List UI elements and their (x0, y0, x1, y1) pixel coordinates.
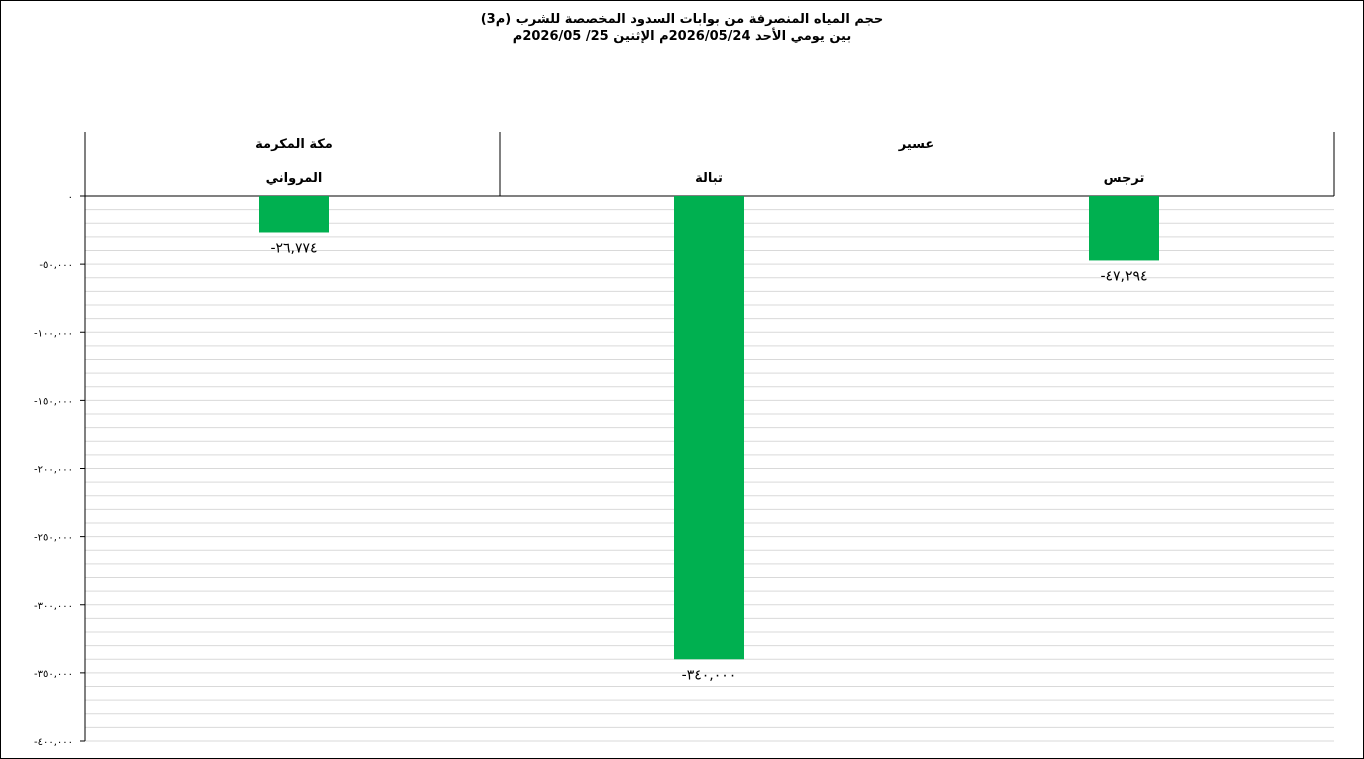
bar (674, 196, 744, 660)
bar (259, 196, 329, 233)
y-tick-label: -١٠٠,٠٠٠ (34, 328, 73, 339)
bars (259, 196, 1159, 660)
chart-title: حجم المياه المنصرفة من بوابات السدود الم… (480, 12, 884, 27)
chart-subtitle: بين يومي الأحد 2026/05/24م الإثنين 25/ 2… (512, 29, 852, 44)
category-label: ترجس (1104, 171, 1145, 186)
y-tick-label: -١٥٠,٠٠٠ (34, 396, 73, 407)
y-tick-label: -٣٥٠,٠٠٠ (34, 669, 73, 680)
region-label: عسير (898, 137, 935, 152)
category-header: مكة المكرمة عسير المرواني تبالة ترجس (255, 132, 1335, 196)
category-label: المرواني (266, 171, 323, 186)
data-label: -٤٧,٢٩٤ (1100, 268, 1147, 284)
chart-title-block: حجم المياه المنصرفة من بوابات السدود الم… (0, 11, 1364, 45)
category-label: تبالة (695, 171, 723, 186)
y-tick-label: -٢٥٠,٠٠٠ (34, 533, 73, 544)
data-labels: -٢٦,٧٧٤ -٣٤٠,٠٠٠ -٤٧,٢٩٤ (270, 240, 1147, 683)
y-tick-label: -٢٠٠,٠٠٠ (34, 465, 73, 476)
y-tick-label: ٠ (68, 192, 73, 203)
y-tick-label: -٤٠٠,٠٠٠ (34, 737, 73, 748)
y-tick-label: -٥٠,٠٠٠ (39, 260, 73, 271)
y-tick-label: -٣٠٠,٠٠٠ (34, 601, 73, 612)
region-label: مكة المكرمة (255, 137, 333, 152)
data-label: -٢٦,٧٧٤ (270, 240, 317, 256)
bar (1089, 196, 1159, 261)
data-label: -٣٤٠,٠٠٠ (682, 667, 737, 683)
